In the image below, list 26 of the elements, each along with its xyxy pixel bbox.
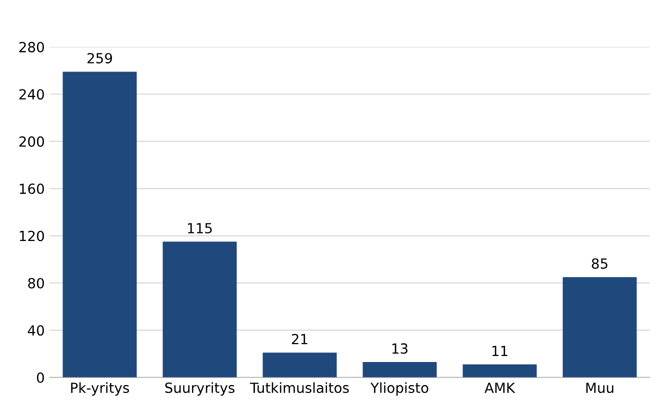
bar <box>262 352 337 378</box>
data-label: 115 <box>188 223 212 234</box>
x-tick-label: Suuryritys <box>165 382 234 396</box>
x-tick-label: Yliopisto <box>370 382 428 396</box>
y-tick-label: 0 <box>36 372 44 383</box>
bar <box>162 242 237 378</box>
bar <box>462 364 537 378</box>
x-tick-label: AMK <box>484 382 516 393</box>
data-label: 21 <box>292 334 308 344</box>
y-tick-label: 240 <box>19 89 44 100</box>
data-label: 259 <box>87 52 112 64</box>
x-tick-label: Tutkimuslaitos <box>250 382 349 394</box>
x-tick-label: Pk-yritys <box>71 382 129 396</box>
y-tick-label: 120 <box>20 230 44 242</box>
bar <box>62 72 137 378</box>
y-tick-label: 40 <box>28 325 44 336</box>
y-tick-label: 280 <box>19 42 44 52</box>
y-tick-label: 80 <box>28 278 44 288</box>
data-label: 13 <box>392 343 408 354</box>
bar <box>362 362 437 378</box>
y-tick-label: 160 <box>20 184 44 194</box>
y-tick-label: 200 <box>19 136 44 147</box>
x-tick-label: Muu <box>586 382 614 394</box>
data-label: 85 <box>592 258 608 269</box>
bar <box>562 277 637 378</box>
data-label: 11 <box>492 346 508 356</box>
